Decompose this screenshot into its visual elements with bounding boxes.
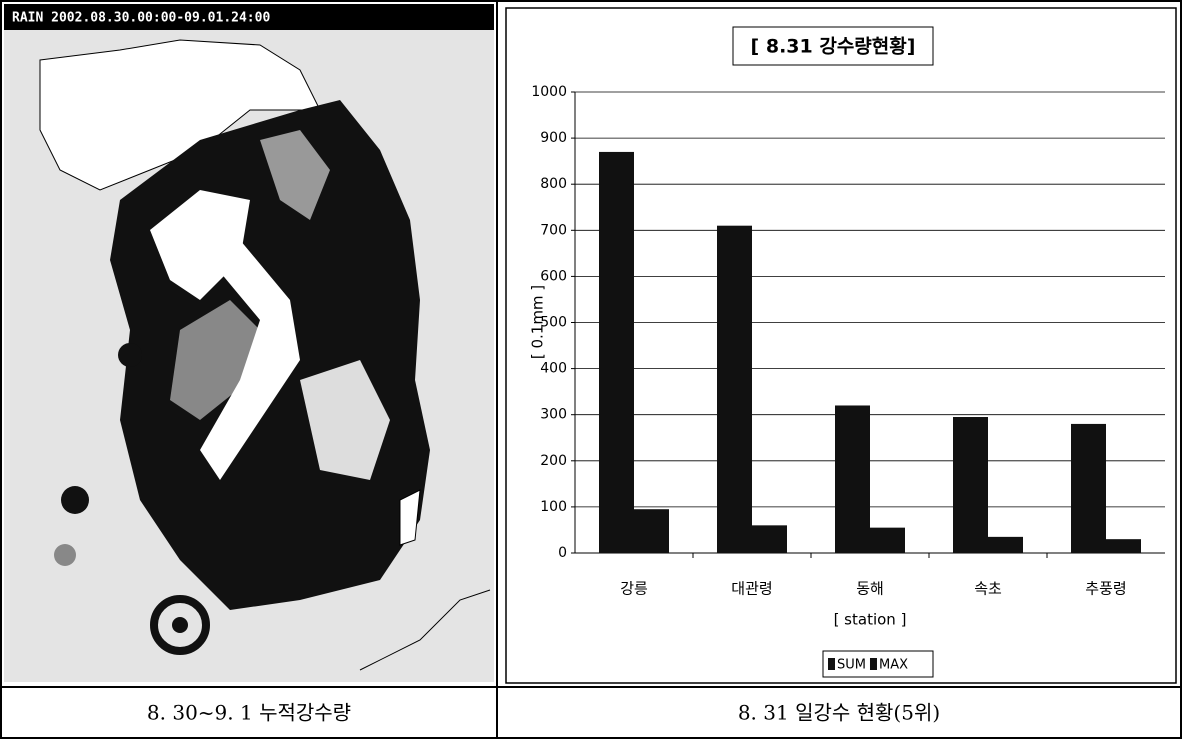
page: RAIN 2002.08.30.00:00-09.01.24:00 8. 30~… xyxy=(0,0,1182,739)
legend-label: SUM xyxy=(837,658,866,673)
x-tick-label: 속초 xyxy=(974,580,1002,598)
caption: 8. 30~9. 1 누적강수량 xyxy=(147,701,351,725)
map-header: RAIN 2002.08.30.00:00-09.01.24:00 xyxy=(12,11,270,26)
y-tick-label: 900 xyxy=(540,130,567,146)
bar xyxy=(1071,424,1106,553)
x-tick-label: 동해 xyxy=(856,580,884,598)
y-tick-label: 200 xyxy=(540,453,567,469)
bar xyxy=(835,405,870,553)
bar xyxy=(1106,539,1141,553)
bar xyxy=(752,525,787,553)
figure: RAIN 2002.08.30.00:00-09.01.24:00 8. 30~… xyxy=(0,0,1182,739)
bar xyxy=(953,417,988,553)
chart-title: [ 8.31 강수량현황] xyxy=(751,35,916,58)
y-tick-label: 800 xyxy=(540,176,567,192)
legend-swatch xyxy=(870,658,877,670)
x-tick-label: 강릉 xyxy=(620,580,648,598)
rain-area xyxy=(61,486,89,514)
map: RAIN 2002.08.30.00:00-09.01.24:00 xyxy=(4,4,494,682)
x-tick-label: 추풍령 xyxy=(1085,580,1126,598)
legend-swatch xyxy=(828,658,835,670)
y-tick-label: 300 xyxy=(540,407,567,423)
x-axis-label: [ station ] xyxy=(834,611,907,629)
rain-area xyxy=(118,343,142,367)
rain-area xyxy=(54,544,76,566)
caption: 8. 31 일강수 현황(5위) xyxy=(738,701,940,725)
legend-label: MAX xyxy=(879,658,908,673)
y-tick-label: 0 xyxy=(558,545,567,561)
rain-area xyxy=(172,617,188,633)
y-tick-label: 500 xyxy=(540,315,567,331)
bar xyxy=(870,528,905,553)
bar xyxy=(634,509,669,553)
y-tick-label: 100 xyxy=(540,499,567,515)
y-tick-label: 700 xyxy=(540,222,567,238)
y-tick-label: 400 xyxy=(540,361,567,377)
y-tick-label: 600 xyxy=(540,268,567,284)
x-tick-label: 대관령 xyxy=(731,580,772,598)
y-tick-label: 1000 xyxy=(531,84,567,100)
bar xyxy=(599,152,634,553)
bar xyxy=(988,537,1023,553)
bar xyxy=(717,226,752,553)
